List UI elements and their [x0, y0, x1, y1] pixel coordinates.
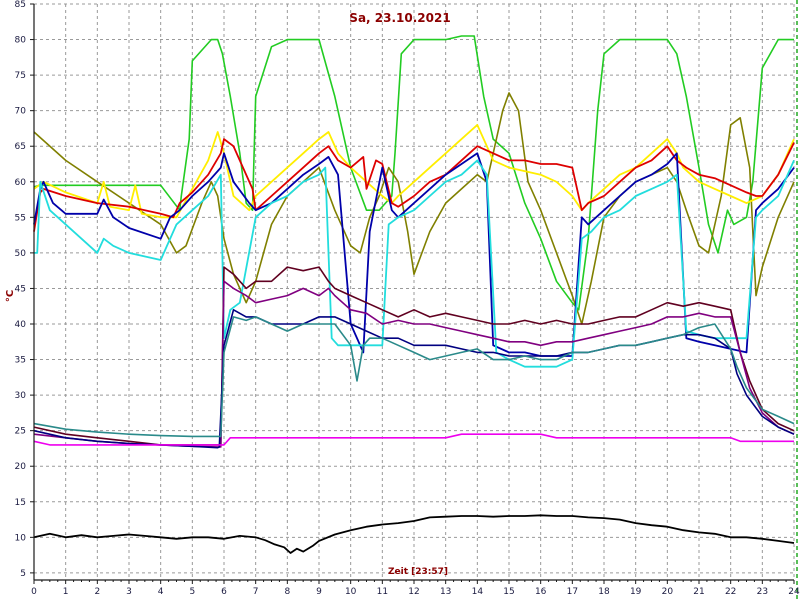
- y-tick-label: 10: [15, 533, 27, 543]
- x-tick-label: 19: [630, 587, 642, 597]
- x-tick-label: 11: [377, 587, 388, 597]
- x-tick-label: 13: [440, 587, 451, 597]
- x-tick-label: 3: [126, 587, 132, 597]
- y-tick-label: 65: [15, 142, 26, 152]
- series-line-5: [33, 152, 795, 357]
- series-group: [33, 35, 795, 554]
- x-tick-label: 15: [503, 587, 514, 597]
- x-tick-label: 7: [253, 587, 259, 597]
- y-tick-label: 75: [15, 71, 26, 81]
- y-tick-label: 55: [15, 213, 26, 223]
- y-tick-label: 25: [15, 427, 26, 437]
- series-line-7: [33, 266, 795, 446]
- x-tick-label: 16: [535, 587, 547, 597]
- series-line-3: [33, 124, 795, 219]
- chart-title: Sa, 23.10.2021: [349, 11, 450, 25]
- y-tick-label: 60: [15, 178, 27, 188]
- series-line-6: [34, 159, 795, 368]
- x-tick-label: 5: [189, 587, 195, 597]
- y-tick-label: 30: [15, 391, 27, 401]
- series-line-12: [33, 514, 795, 554]
- series-line-11: [33, 433, 794, 446]
- x-tick-label: 24: [788, 587, 800, 597]
- x-tick-label: 14: [472, 587, 484, 597]
- x-tick-label: 1: [63, 587, 69, 597]
- y-tick-label: 50: [15, 249, 27, 259]
- x-tick-label: 6: [221, 587, 227, 597]
- x-tick-label: 20: [662, 587, 674, 597]
- x-tick-label: 12: [408, 587, 419, 597]
- y-tick-label: 15: [15, 498, 26, 508]
- x-axis-label: Zeit [23:57]: [388, 567, 448, 577]
- series-line-4: [33, 138, 795, 232]
- x-tick-label: 22: [725, 587, 736, 597]
- axes: [30, 0, 798, 600]
- x-tick-label: 18: [598, 587, 610, 597]
- x-tick-label: 23: [757, 587, 768, 597]
- y-tick-label: 80: [15, 36, 27, 46]
- y-axis-label: °C: [5, 290, 16, 302]
- x-tick-label: 4: [158, 587, 164, 597]
- series-line-10: [33, 316, 795, 438]
- y-tick-label: 85: [15, 0, 26, 10]
- series-line-1: [33, 35, 794, 311]
- x-tick-label: 8: [284, 587, 290, 597]
- y-tick-label: 35: [15, 356, 26, 366]
- y-tick-label: 40: [15, 320, 27, 330]
- grid: [34, 3, 795, 580]
- y-tick-label: 45: [15, 284, 26, 294]
- x-tick-label: 0: [31, 587, 37, 597]
- x-tick-label: 9: [316, 587, 322, 597]
- y-tick-label: 5: [20, 569, 26, 579]
- y-tick-label: 20: [15, 462, 27, 472]
- x-tick-label: 17: [567, 587, 578, 597]
- x-tick-label: 21: [693, 587, 704, 597]
- series-line-8: [33, 280, 795, 448]
- x-tick-label: 2: [94, 587, 100, 597]
- y-tick-label: 70: [15, 107, 27, 117]
- tick-labels: 0 1 2 3 4 5 6 7 8 9 10 11 12 13 14 15 16 17 18 19 20 21 22 23 24…: [15, 0, 800, 597]
- x-tick-label: 10: [345, 587, 357, 597]
